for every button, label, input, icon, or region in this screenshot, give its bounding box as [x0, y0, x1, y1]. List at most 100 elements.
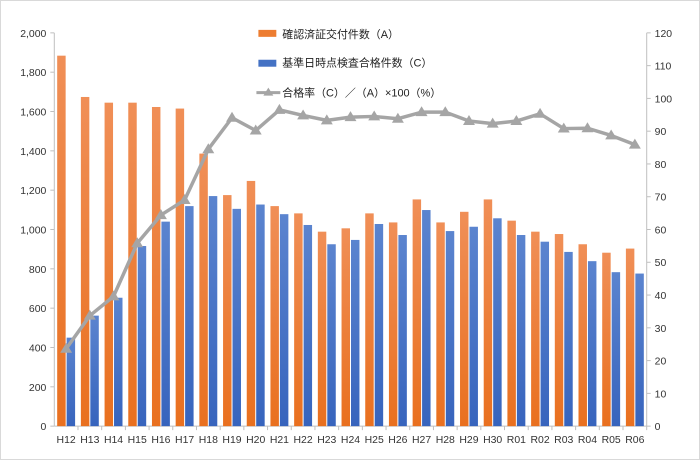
x-tick-label: H12	[57, 435, 76, 446]
x-tick-label: H14	[104, 435, 123, 446]
bar-passed-R04	[587, 261, 597, 427]
bar-passed-H24	[350, 239, 360, 427]
x-tick-label: R01	[507, 435, 526, 446]
rate-line	[60, 103, 641, 353]
bar-passed-H29	[469, 226, 478, 427]
bar-issued-H20	[246, 180, 256, 427]
x-tick-label: H25	[365, 435, 384, 446]
y-tick-label: 1,800	[20, 68, 46, 79]
bar-passed-H26	[398, 235, 407, 427]
bar-issued-H19	[223, 195, 232, 427]
y-tick-label: 800	[29, 265, 47, 276]
bar-passed-H22	[303, 224, 313, 427]
rate-marker-R01	[510, 115, 523, 126]
bar-issued-H22	[294, 213, 303, 427]
x-tick-label: R04	[578, 435, 597, 446]
rate-marker-H29	[463, 115, 475, 126]
x-tick-label: H20	[246, 435, 265, 446]
bar-passed-H14	[114, 297, 123, 427]
bar-issued-H14	[104, 102, 114, 427]
x-tick-label: H23	[317, 435, 336, 446]
rate-line-path	[64, 108, 636, 350]
y2-tick-label: 110	[655, 62, 672, 73]
x-tick-label: H18	[199, 435, 218, 446]
legend-swatch-issued	[258, 29, 277, 37]
bar-issued-H16	[151, 106, 161, 427]
rate-marker-H14	[107, 290, 120, 301]
bar-passed-R06	[635, 273, 644, 427]
bar-issued-R03	[554, 234, 564, 427]
bar-issued-R06	[625, 248, 635, 427]
bar-issued-R04	[578, 244, 587, 427]
bar-issued-H18	[199, 153, 208, 427]
bar-passed-H18	[208, 196, 218, 427]
rate-marker-H20	[249, 124, 262, 135]
bar-issued-R01	[507, 220, 516, 427]
y2-tick-label: 60	[655, 225, 667, 236]
bar-issued-H30	[483, 199, 493, 427]
x-tick-label: R02	[530, 435, 549, 446]
bar-issued-H27	[412, 199, 422, 427]
x-tick-label: H24	[341, 435, 360, 446]
bars	[57, 55, 644, 427]
rate-marker-H16	[154, 209, 167, 220]
y-tick-label: 1,400	[20, 147, 46, 158]
bar-passed-H30	[493, 218, 502, 427]
x-tick-label: H21	[270, 435, 289, 446]
bar-issued-H28	[436, 222, 445, 427]
x-tick-label: H26	[388, 435, 407, 446]
bar-passed-H16	[161, 221, 170, 427]
y2-tick-label: 120	[655, 29, 673, 40]
y2-tick-label: 0	[655, 422, 661, 433]
x-tick-label: H28	[436, 435, 455, 446]
y-tick-label: 1,200	[20, 186, 46, 197]
y-tick-label: 600	[29, 304, 47, 315]
y-tick-label: 0	[41, 422, 47, 433]
legend-label-rate: 合格率（C）／（A）×100（%）	[282, 86, 441, 100]
y2-tick-label: 40	[655, 291, 667, 302]
bar-passed-R01	[516, 235, 526, 427]
x-tick-label: H30	[483, 435, 502, 446]
bar-issued-H29	[460, 211, 469, 427]
rate-marker-H19	[226, 111, 238, 122]
bar-issued-R02	[531, 231, 540, 427]
bar-passed-R03	[564, 251, 573, 427]
x-tick-label: H16	[151, 435, 170, 446]
y-tick-label: 2,000	[20, 29, 46, 40]
rate-marker-H17	[178, 194, 191, 204]
rate-marker-H27	[415, 106, 428, 117]
x-tick-label: H29	[459, 435, 478, 446]
bar-issued-H24	[341, 228, 350, 427]
rate-marker-R04	[581, 122, 594, 133]
y2-tick-label: 10	[655, 389, 667, 400]
bar-issued-H25	[365, 213, 374, 427]
rate-marker-H12	[60, 342, 73, 353]
bar-issued-H21	[270, 206, 279, 427]
bar-issued-H15	[128, 102, 137, 427]
rate-marker-H22	[297, 109, 310, 120]
x-tick-label: H13	[80, 435, 99, 446]
rate-marker-R06	[628, 138, 641, 149]
legend-label-passed: 基準日時点検査合格件数（C）	[282, 56, 432, 70]
x-tick-label: R03	[554, 435, 573, 446]
y2-tick-label: 30	[655, 324, 667, 335]
bar-passed-H13	[90, 315, 99, 427]
bar-passed-H17	[185, 206, 194, 427]
bar-issued-H23	[317, 231, 327, 427]
bar-passed-H27	[422, 210, 431, 427]
y-tick-label: 200	[29, 383, 47, 394]
x-tick-label: R05	[602, 435, 621, 446]
rate-marker-H21	[273, 103, 286, 114]
rate-marker-H24	[344, 111, 357, 122]
bar-passed-H12	[66, 337, 76, 427]
axes: 02004006008001,0001,2001,4001,6001,8002,…	[20, 29, 672, 446]
y-tick-label: 1,600	[20, 107, 46, 118]
rate-marker-H30	[486, 117, 499, 128]
rate-marker-H13	[83, 309, 96, 320]
rate-marker-H23	[320, 114, 333, 125]
bar-passed-R02	[540, 241, 550, 427]
y2-tick-label: 20	[655, 357, 667, 368]
rate-marker-H25	[368, 110, 381, 121]
rate-marker-R02	[534, 107, 547, 118]
